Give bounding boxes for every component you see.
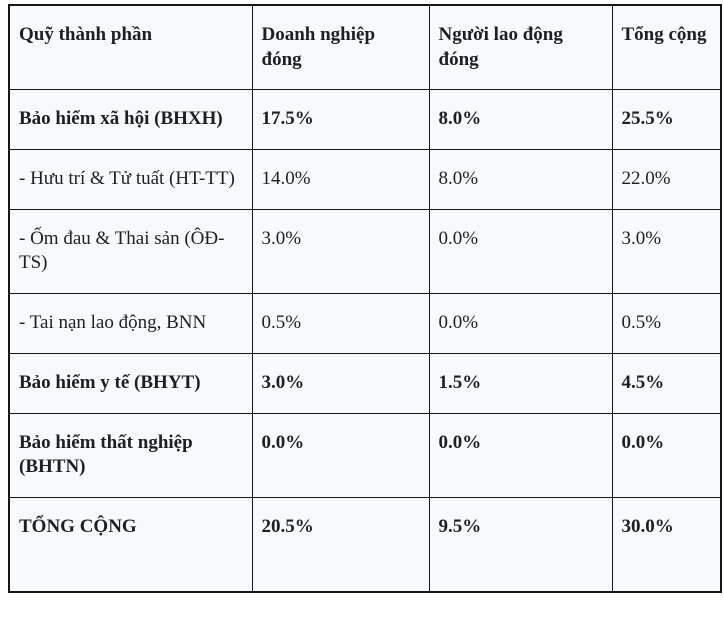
- value-cell: 25.5%: [611, 89, 722, 151]
- value-cell: 17.5%: [251, 89, 430, 151]
- table-header-row: Quỹ thành phần Doanh nghiệp đóng Người lao…: [8, 4, 722, 91]
- value-cell: 0.0%: [251, 412, 430, 498]
- value-cell: 0.0%: [428, 208, 613, 295]
- table-row: Bảo hiểm thất nghiệp (BHTN) 0.0% 0.0% 0.0%: [8, 412, 722, 498]
- value-cell: 0.0%: [428, 293, 613, 354]
- row-label-cell: - Hưu trí & Tử tuất (HT-TT): [8, 149, 253, 210]
- table-head: Quỹ thành phần Doanh nghiệp đóng Người lao…: [8, 4, 722, 91]
- row-label-cell: TỔNG CỘNG: [8, 496, 253, 593]
- table-row: Bảo hiểm y tế (BHYT) 3.0% 1.5% 4.5%: [8, 352, 722, 414]
- row-label-cell: Bảo hiểm thất nghiệp (BHTN): [8, 412, 253, 498]
- value-cell: 20.5%: [251, 496, 430, 593]
- table-body: Bảo hiểm xã hội (BHXH) 17.5% 8.0% 25.5% - Hư…: [8, 89, 722, 593]
- value-cell: 0.5%: [251, 293, 430, 354]
- value-cell: 22.0%: [611, 149, 722, 210]
- column-header: Người lao động đóng: [428, 4, 613, 91]
- value-cell: 9.5%: [428, 496, 613, 593]
- value-cell: 8.0%: [428, 149, 613, 210]
- table-row: TỔNG CỘNG 20.5% 9.5% 30.0%: [8, 496, 722, 593]
- value-cell: 1.5%: [428, 352, 613, 414]
- row-label-cell: - Tai nạn lao động, BNN: [8, 293, 253, 354]
- value-cell: 3.0%: [251, 352, 430, 414]
- row-label-cell: Bảo hiểm y tế (BHYT): [8, 352, 253, 414]
- value-cell: 0.5%: [611, 293, 722, 354]
- table-row: Bảo hiểm xã hội (BHXH) 17.5% 8.0% 25.5%: [8, 89, 722, 151]
- value-cell: 8.0%: [428, 89, 613, 151]
- row-label-cell: - Ốm đau & Thai sản (ÔĐ-TS): [8, 208, 253, 295]
- value-cell: 30.0%: [611, 496, 722, 593]
- table-row: - Tai nạn lao động, BNN 0.5% 0.0% 0.5%: [8, 293, 722, 354]
- contribution-rates-table: Quỹ thành phần Doanh nghiệp đóng Người lao…: [8, 4, 722, 594]
- value-cell: 3.0%: [611, 208, 722, 295]
- column-header: Doanh nghiệp đóng: [251, 4, 430, 91]
- value-cell: 0.0%: [611, 412, 722, 498]
- column-header: Quỹ thành phần: [8, 4, 253, 91]
- value-cell: 14.0%: [251, 149, 430, 210]
- column-header: Tổng cộng: [611, 4, 722, 91]
- row-label-cell: Bảo hiểm xã hội (BHXH): [8, 89, 253, 151]
- table-row: - Hưu trí & Tử tuất (HT-TT) 14.0% 8.0% 22.0…: [8, 149, 722, 210]
- value-cell: 4.5%: [611, 352, 722, 414]
- value-cell: 0.0%: [428, 412, 613, 498]
- value-cell: 3.0%: [251, 208, 430, 295]
- table-row: - Ốm đau & Thai sản (ÔĐ-TS) 3.0% 0.0% 3.0%: [8, 208, 722, 295]
